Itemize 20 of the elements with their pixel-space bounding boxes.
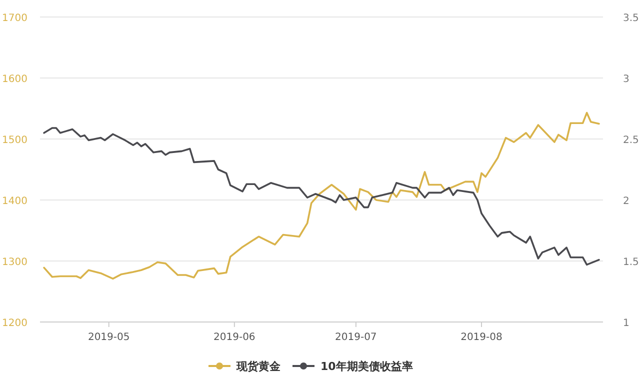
y-tick-label: 1500 xyxy=(2,135,28,146)
y2-tick-label: 1 xyxy=(623,318,630,329)
y2-tick-label: 3.5 xyxy=(623,13,639,24)
x-tick-label: 2019-07 xyxy=(335,332,377,343)
x-tick-label: 2019-08 xyxy=(460,332,502,343)
x-tick-label: 2019-05 xyxy=(88,332,130,343)
y2-tick-label: 3 xyxy=(623,74,630,85)
line-series xyxy=(43,127,600,266)
legend-label: 现货黄金 xyxy=(236,360,282,373)
y-tick-label: 1700 xyxy=(2,13,28,24)
legend-label: 10年期美债收益率 xyxy=(320,360,413,373)
y-tick-label: 1300 xyxy=(2,257,28,268)
y-tick-label: 1200 xyxy=(2,318,28,329)
y2-tick-label: 1.5 xyxy=(623,257,639,268)
line-series xyxy=(43,112,600,280)
x-tick-label: 2019-06 xyxy=(214,332,256,343)
y2-tick-label: 2 xyxy=(623,196,630,207)
y-tick-label: 1400 xyxy=(2,196,28,207)
y-tick-label: 1600 xyxy=(2,74,28,85)
y2-tick-label: 2.5 xyxy=(623,135,639,146)
